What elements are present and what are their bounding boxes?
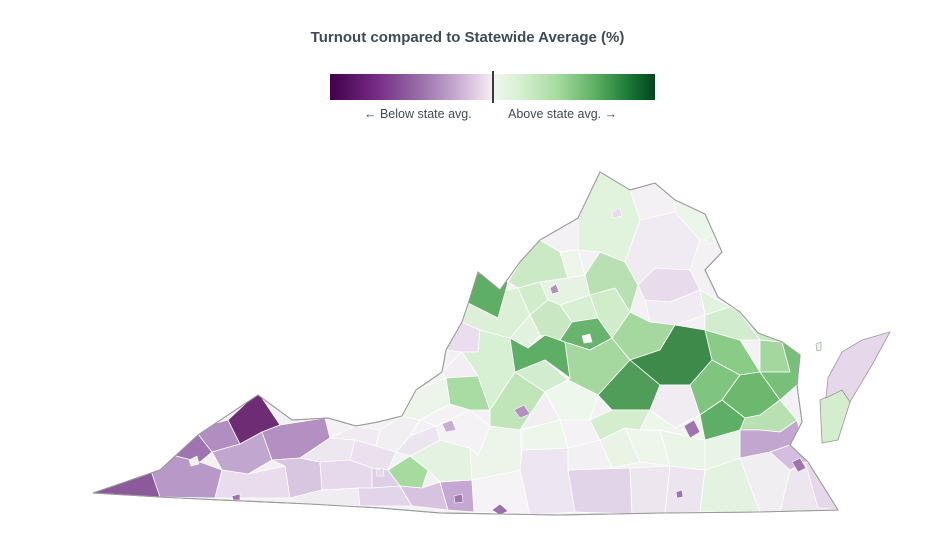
legend-midpoint-marker: [492, 71, 494, 103]
city-bristol[interactable]: [231, 493, 241, 501]
city-fredericksburg[interactable]: [705, 234, 715, 245]
tangier-island: [815, 341, 822, 352]
chart-title: Turnout compared to Statewide Average (%…: [310, 29, 625, 46]
county-brunswick[interactable]: [629, 465, 671, 515]
county-mecklenburg[interactable]: [567, 467, 633, 515]
city-roanoke[interactable]: [441, 419, 457, 433]
city-harrisonburg[interactable]: [549, 283, 560, 295]
city-suffolk[interactable]: [791, 457, 807, 473]
city-winchester[interactable]: [611, 207, 623, 219]
county-halifax[interactable]: [519, 447, 576, 515]
state-outline: [92, 171, 839, 516]
county-accomack[interactable]: [825, 331, 891, 403]
city-martinsville[interactable]: [453, 493, 464, 504]
county-floyd[interactable]: [387, 455, 429, 489]
legend-below-label: ← Below state avg.: [364, 107, 472, 121]
city-charlottesville[interactable]: [581, 333, 593, 344]
color-legend: [330, 71, 655, 103]
city-norton[interactable]: [188, 455, 200, 467]
city-petersburg[interactable]: [675, 489, 684, 499]
county-northampton[interactable]: [819, 389, 851, 444]
legend-above-label: Above state avg. →: [508, 107, 618, 121]
county-fluvanna[interactable]: [544, 379, 599, 421]
city-radford[interactable]: [375, 467, 385, 477]
county-rockbridge[interactable]: [445, 375, 491, 411]
city-danville[interactable]: [491, 503, 509, 516]
city-lynchburg[interactable]: [513, 404, 531, 419]
city-richmond[interactable]: [683, 419, 701, 439]
county-greensville[interactable]: [664, 465, 706, 514]
